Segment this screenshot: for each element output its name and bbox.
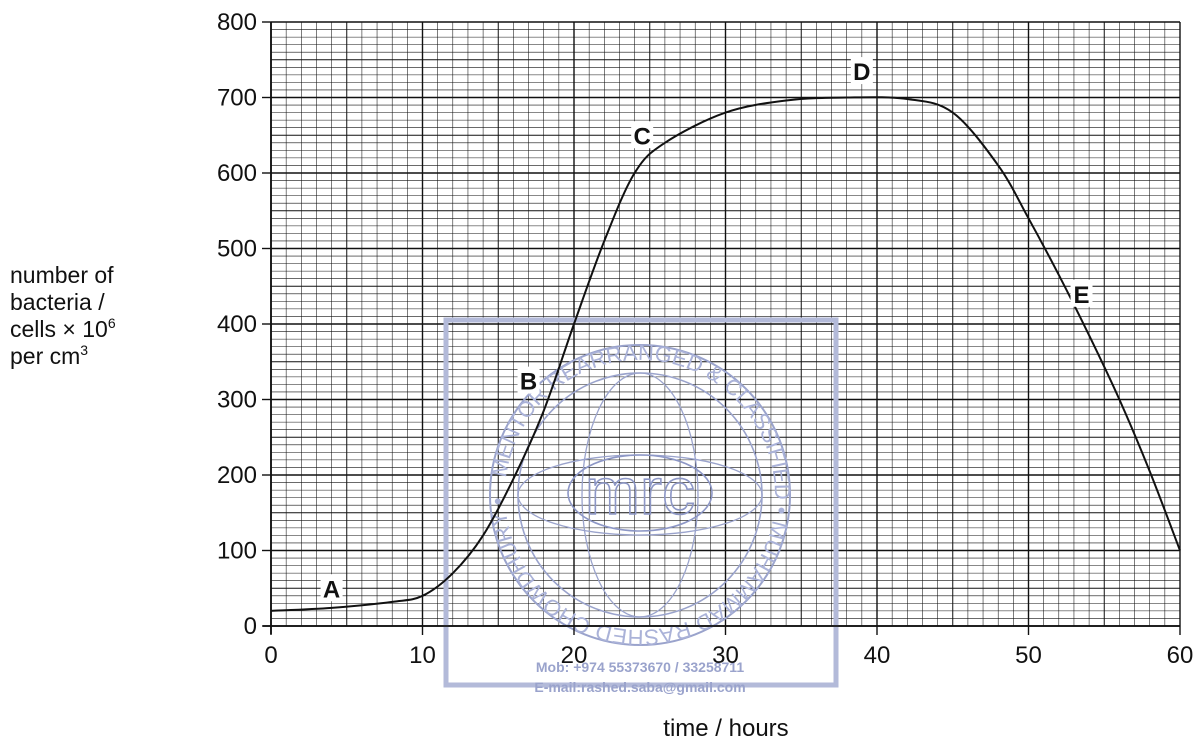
- x-tick-label: 20: [561, 642, 588, 669]
- annotation-background: [631, 121, 654, 149]
- x-tick-label: 30: [712, 642, 739, 669]
- y-axis-label-line-3: cells × 106: [10, 315, 116, 342]
- y-tick-label: 400: [217, 311, 257, 338]
- y-tick-label: 200: [217, 462, 257, 489]
- y-tick-label: 600: [217, 160, 257, 187]
- y-tick-label: 300: [217, 387, 257, 414]
- annotation-background: [517, 366, 540, 394]
- x-tick-label: 40: [864, 642, 891, 669]
- y-tick-label: 100: [217, 538, 257, 565]
- x-tick-label: 50: [1015, 642, 1042, 669]
- watermark-mobile: Mob: +974 55373670 / 33258711: [536, 659, 744, 675]
- y-axis-label-line-4: per cm3: [10, 342, 89, 369]
- growth-curve-line: [270, 96, 1181, 612]
- axes: 0 100 200 300 400 500 600 700 800 0 10 20 30 40 50 60: [217, 9, 1193, 669]
- point-label-e: E: [1074, 282, 1090, 309]
- watermark-frame: [443, 317, 839, 688]
- x-tick-label: 10: [409, 642, 436, 669]
- annotation-background: [320, 574, 343, 602]
- annotation-background: [850, 57, 873, 85]
- x-tick-label: 0: [264, 642, 277, 669]
- y-axis-label-line-1: number of: [10, 262, 114, 288]
- watermark-globe-meridian: [581, 372, 699, 618]
- watermark: MENTOR REARRANGED & CLASSIFIED • MUHAMMA…: [443, 317, 839, 695]
- y-tick-label: 800: [217, 9, 257, 36]
- y-tick-label: 500: [217, 236, 257, 263]
- series: [270, 96, 1181, 612]
- point-label-d: D: [853, 59, 870, 86]
- watermark-outer-ring: [489, 344, 791, 646]
- y-axis-label: number of bacteria / cells × 106 per cm3: [10, 262, 116, 370]
- y-axis-label-line-2: bacteria /: [10, 289, 105, 315]
- y-tick-label: 700: [217, 85, 257, 112]
- y-tick-label: 0: [244, 613, 257, 640]
- point-label-c: C: [634, 123, 651, 150]
- annotation-background: [1070, 279, 1093, 307]
- watermark-logo-text: mrc: [585, 454, 695, 528]
- point-label-b: B: [520, 369, 537, 396]
- x-tick-label: 60: [1167, 642, 1194, 669]
- point-annotations: A B C D E: [320, 57, 1093, 603]
- watermark-logo-ellipse: [567, 454, 713, 532]
- point-label-a: A: [323, 576, 340, 603]
- watermark-email: E-mail:rashed.saba@gmail.com: [534, 679, 745, 695]
- x-axis-label: time / hours: [663, 715, 788, 740]
